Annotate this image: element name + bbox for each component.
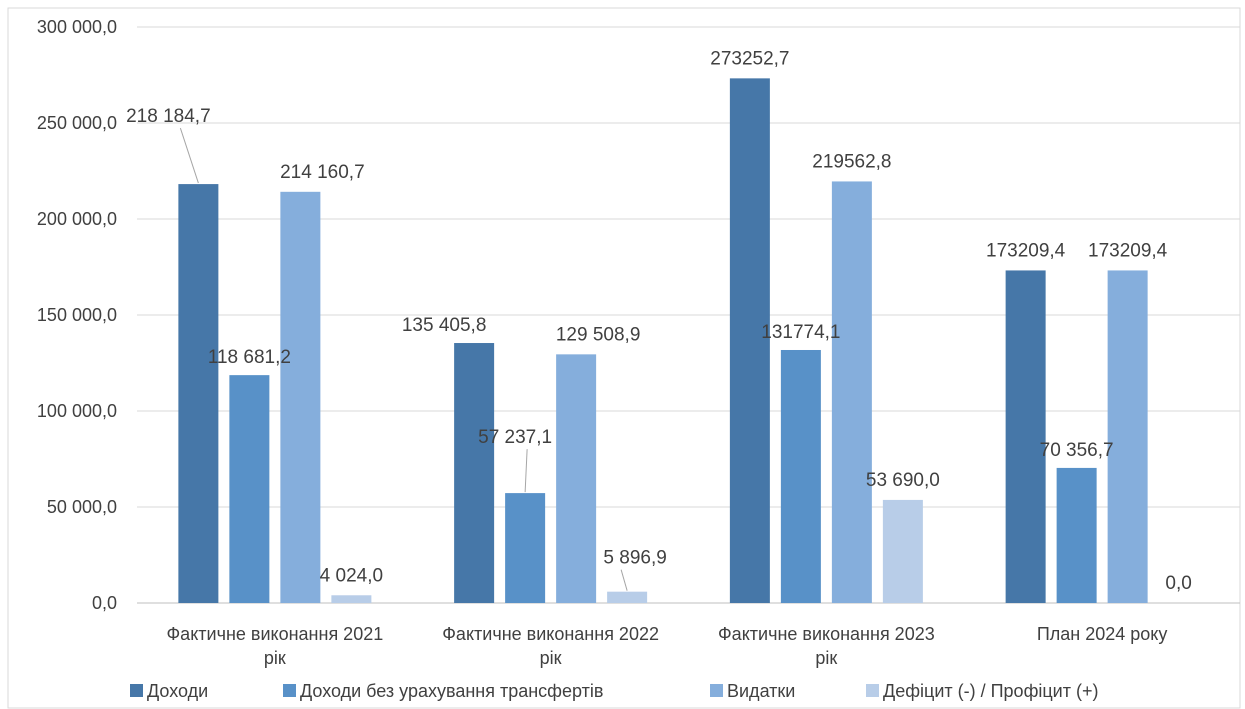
y-tick-label: 300 000,0	[37, 17, 117, 37]
bar-2	[1056, 467, 1097, 603]
data-label: 129 508,9	[556, 324, 641, 345]
bar-3	[280, 191, 321, 603]
bar-4	[607, 591, 648, 603]
legend-label: Доходи	[147, 681, 208, 701]
legend: Доходи Доходи без урахування трансфертів В…	[130, 681, 1098, 701]
category-label: Фактичне виконання 2022	[442, 624, 659, 644]
bar-3	[1107, 270, 1148, 603]
data-label: 118 681,2	[208, 347, 291, 368]
legend-swatch	[866, 684, 879, 697]
y-axis-tick-labels: 0,0 50 000,0 100 000,0 150 000,0 200 000,0 25…	[37, 17, 117, 613]
bar-1	[729, 78, 770, 604]
category-label: рік	[264, 648, 286, 668]
legend-swatch	[283, 684, 296, 697]
x-axis-category-labels: Фактичне виконання 2021 рік Фактичне викон…	[167, 624, 1168, 668]
data-label: 273252,7	[710, 48, 789, 69]
data-label: 173209,4	[1088, 240, 1168, 261]
category-label: Фактичне виконання 2021	[167, 624, 384, 644]
category-label: План 2024 року	[1037, 624, 1168, 644]
gridlines	[137, 26, 1240, 604]
data-label: 135 405,8	[402, 315, 487, 336]
bar-2	[229, 375, 270, 603]
data-label: 5 896,9	[603, 548, 666, 569]
category-label: Фактичне виконання 2023	[718, 624, 935, 644]
bar-3	[556, 354, 597, 603]
y-tick-label: 50 000,0	[47, 497, 117, 517]
data-label: 214 160,7	[280, 162, 365, 183]
bar-2	[505, 493, 546, 603]
legend-label: Видатки	[727, 681, 795, 701]
data-label: 70 356,7	[1040, 440, 1114, 461]
legend-swatch	[130, 684, 143, 697]
data-label: 53 690,0	[866, 470, 940, 491]
bar-1	[178, 184, 219, 603]
leader-line	[620, 569, 628, 591]
y-tick-label: 100 000,0	[37, 401, 117, 421]
bar-4	[882, 499, 923, 603]
legend-swatch	[710, 684, 723, 697]
category-label: рік	[540, 648, 562, 668]
y-tick-label: 0,0	[92, 593, 117, 613]
data-label: 4 024,0	[320, 565, 383, 586]
data-label: 218 184,7	[126, 106, 211, 127]
y-tick-label: 200 000,0	[37, 209, 117, 229]
bar-2	[780, 349, 821, 603]
y-tick-label: 150 000,0	[37, 305, 117, 325]
legend-label: Доходи без урахування трансфертів	[300, 681, 603, 701]
data-label: 131774,1	[761, 322, 840, 343]
bars	[178, 78, 1148, 604]
category-label: рік	[815, 648, 837, 668]
data-label: 173209,4	[986, 240, 1066, 261]
legend-label: Дефіцит (-) / Профіцит (+)	[883, 681, 1098, 701]
data-labels: 218 184,7 135 405,8 273252,7 173209,4 118 68…	[126, 48, 1192, 594]
leader-line	[179, 127, 199, 184]
data-label: 0,0	[1165, 573, 1191, 594]
bar-3	[831, 181, 872, 603]
data-label: 57 237,1	[478, 427, 552, 448]
y-tick-label: 250 000,0	[37, 113, 117, 133]
leader-line	[524, 449, 528, 493]
data-label: 219562,8	[812, 151, 891, 172]
bar-1	[1005, 270, 1046, 603]
bar-1	[454, 343, 495, 603]
bar-4	[331, 595, 372, 603]
